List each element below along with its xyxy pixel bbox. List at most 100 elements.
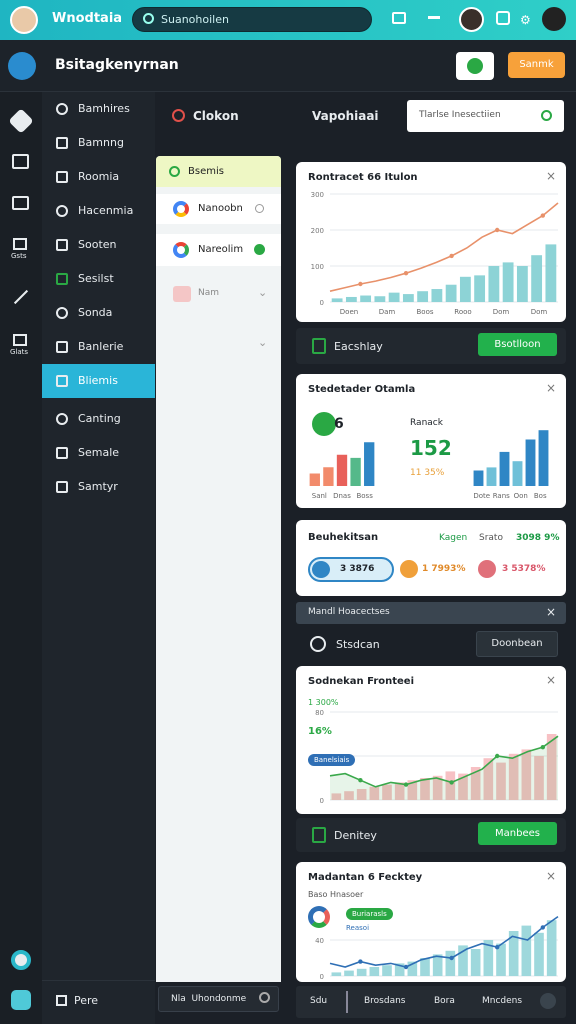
close[interactable]: × [545,169,556,183]
bar [432,954,443,976]
panel-header: Bsemis [156,156,281,187]
chart: Dote Rans Oon Bos [473,430,549,500]
sidebar-item[interactable]: Hacenmia [42,194,155,228]
header-title: Bsitagkenyrnan [55,57,179,73]
icon[interactable]: ⚙ [520,13,531,27]
chevron[interactable]: ⌄ [258,336,268,349]
rail-icon[interactable] [8,108,34,134]
bar [420,778,430,800]
sidebar-item[interactable]: Sesilst [42,262,155,296]
card-title: Stedetader Otamla [308,384,416,395]
icon[interactable] [428,16,440,19]
y-tick-label: 0 [320,299,324,307]
legend-pill: Reasoi [346,924,370,932]
close[interactable]: × [545,673,556,687]
sidebar-item[interactable]: Semale [42,436,155,470]
bar [499,451,510,486]
card-title: Sodnekan Fronteei [308,676,415,687]
y-tick-label: 0 [320,973,324,981]
sidebar-item[interactable]: Bamnng [42,126,155,160]
bottom-item[interactable]: Bora [434,996,455,1006]
sidebar-text: Samtyr [78,480,118,493]
sidebar-footer-text: Pere [74,994,99,1007]
panel-item[interactable]: Nanoobn [156,194,281,224]
bar [344,970,354,976]
avatar[interactable] [459,7,484,32]
point [403,782,409,787]
bar [512,461,523,486]
bottom-item[interactable]: Brosdans [364,996,406,1006]
x-tick-label: Dam [379,308,396,316]
bar [525,439,536,486]
icon [56,481,68,493]
card-footer: Denitey Manbees [296,818,566,852]
bar [470,767,481,800]
rail-icon[interactable] [13,334,27,346]
bottom-item[interactable]: Sdu [310,996,328,1006]
sidebar-item[interactable]: Samtyr [42,470,155,504]
header-button[interactable]: Sanmk [508,52,565,78]
bar [546,734,557,800]
bottom-item[interactable]: Mncdens [482,996,523,1006]
rail-icon[interactable] [12,154,29,169]
top-bar: Wnodtaia Suanohoilen ⚙ [0,0,576,40]
tab[interactable]: Clokon [193,109,239,123]
panel-item[interactable]: Nareolim [156,234,281,266]
bar [445,771,456,800]
sidebar-item[interactable]: Bliemis [42,364,155,398]
point [495,945,500,950]
bar [432,775,443,800]
rail-icon[interactable] [13,289,29,305]
bar [402,294,414,302]
bar [458,773,468,800]
avatar[interactable] [10,6,38,34]
sidebar-item[interactable]: Canting [42,402,155,436]
close[interactable]: × [545,869,556,883]
rail-icon[interactable] [11,950,31,970]
bar [407,961,418,976]
bar [356,968,367,976]
icon [56,239,68,251]
legend-pill: Banelsiais [308,754,356,766]
chip[interactable]: 3 3876 [308,557,394,582]
y-tick-label: 300 [311,191,324,199]
bar [473,470,484,486]
chart: 0 100 200 300 Doen Dam Boos Rooo Dom Dom [311,191,559,316]
point [403,964,409,970]
button[interactable]: Doonbean [476,631,558,657]
sidebar-item[interactable]: Banlerie [42,330,155,364]
sidebar-item[interactable]: Sooten [42,228,155,262]
search-box[interactable]: Suanohoilen [132,7,372,32]
sidebar-item[interactable]: Sonda [42,296,155,330]
panel-footer[interactable]: Nla Uhondonme [158,986,279,1012]
panel-item[interactable]: Nam ⌄ [156,280,281,310]
green-button[interactable]: Bsotlloon [478,333,557,356]
bar [323,467,334,486]
close[interactable]: × [545,605,556,619]
avatar[interactable] [542,7,566,31]
icon[interactable] [392,12,406,24]
green-button[interactable]: Manbees [478,822,557,845]
x-tick-label: Dom [493,308,510,316]
bar [364,442,375,486]
chart: Sanl Dnas Boss [309,442,375,500]
rail-icon[interactable] [11,990,31,1010]
bar [508,931,519,976]
rail-icon[interactable] [12,196,29,210]
sidebar-item[interactable]: Roomia [42,160,155,194]
icon[interactable] [496,11,510,25]
rail-icon[interactable] [13,238,27,250]
tab[interactable]: Vapohiaai [312,109,379,123]
bar [420,958,430,976]
panel-header-text: Bsemis [188,166,224,177]
icon-button[interactable] [456,52,494,80]
x-tick-label: Boss [356,492,373,500]
bar [496,943,506,976]
close[interactable]: × [545,381,556,395]
x-tick-label: Rans [493,492,510,500]
sidebar-item[interactable]: Bamhires [42,92,155,126]
line [329,735,559,788]
icon [56,375,68,387]
panel-item-text: Nam [198,288,220,298]
input[interactable]: Tlarlse Inesectiien [407,100,564,132]
